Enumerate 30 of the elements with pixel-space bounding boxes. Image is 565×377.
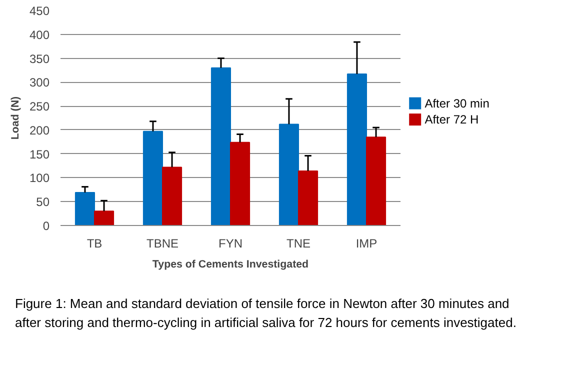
y-tick-label: 50 [36,195,50,210]
bar [366,136,386,226]
y-axis-title: Load (N) [9,96,22,140]
y-tick-label: 0 [42,219,50,233]
bar [94,210,114,226]
y-tick-label: 250 [29,100,50,114]
x-tick-label: TBNE [146,236,179,250]
bar [210,67,231,226]
y-tick-label: 300 [29,76,50,90]
bar [230,142,250,226]
bar [278,124,299,226]
bar [162,166,182,226]
y-tick-label: 150 [29,147,50,162]
bar [74,192,95,226]
bar [298,170,318,226]
x-axis-title: Types of Cements Investigated [152,258,309,270]
caption: Figure 1: Mean and standard deviation of tensile force in Newton after 30 minutes and after storing and thermo-cycling in artificial saliva for 72 hours for cements investigated. [15,295,518,332]
bar [142,130,163,226]
x-tick-label: TB [86,236,102,250]
legend-label: After 30 min [424,96,490,110]
x-tick-label: FYN [218,236,242,250]
y-tick-label: 450 [29,4,50,18]
legend-label: After 72 H [424,112,479,127]
y-tick-label: 100 [29,171,50,186]
x-tick-label: IMP [356,236,378,250]
y-tick-label: 400 [29,28,50,42]
y-tick-label: 200 [29,123,50,138]
bar [346,74,367,226]
y-tick-label: 350 [29,52,50,66]
x-tick-label: TNE [286,236,310,250]
